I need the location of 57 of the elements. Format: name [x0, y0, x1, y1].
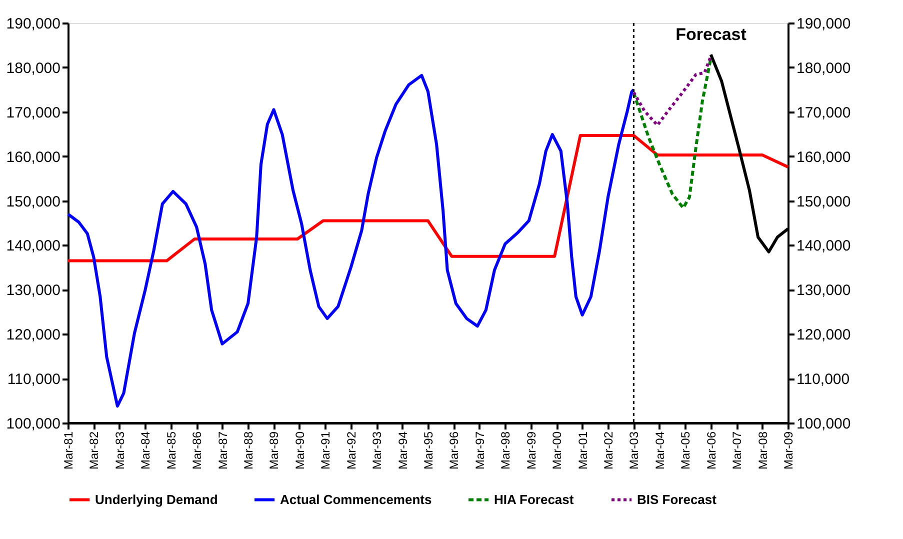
line-series — [66, 134, 790, 262]
x-tick-label: Mar-90 — [292, 431, 307, 470]
y-tick-label: 190,000 — [6, 16, 60, 32]
x-tick-label: Mar-81 — [62, 431, 76, 470]
y2-tick-label: 190,000 — [796, 16, 851, 32]
y2-tick-label: 150,000 — [796, 193, 851, 210]
x-tick-label: Mar-83 — [112, 431, 127, 470]
y-tick-label: 150,000 — [6, 193, 60, 210]
y2-tick-label: 140,000 — [796, 238, 851, 255]
x-tick-label: Mar-88 — [242, 431, 256, 470]
legend-label: HIA Forecast — [494, 492, 574, 507]
x-tick-label: Mar-99 — [524, 431, 538, 470]
legend-label: Actual Commencements — [280, 492, 432, 507]
y-tick-label: 100,000 — [6, 416, 60, 432]
x-tick-label: Mar-03 — [627, 431, 642, 470]
x-tick-label: Mar-06 — [704, 431, 718, 470]
x-tick-label: Mar-91 — [318, 431, 333, 470]
x-tick-label: Mar-09 — [782, 431, 796, 470]
x-tick-label: Mar-89 — [267, 431, 282, 470]
x-tick-label: Mar-94 — [396, 431, 410, 470]
annotation: Forecast — [676, 25, 747, 44]
x-tick-label: Mar-86 — [190, 431, 204, 470]
x-tick-label: Mar-84 — [138, 431, 153, 470]
y2-tick-label: 130,000 — [796, 282, 851, 300]
y2-tick-label: 100,000 — [796, 416, 851, 432]
x-tick-label: Mar-85 — [164, 431, 178, 470]
x-tick-label: Mar-82 — [87, 431, 102, 470]
x-tick-label: Mar-98 — [498, 431, 513, 470]
y-tick-label: 130,000 — [6, 282, 60, 300]
x-tick-label: Mar-08 — [756, 431, 770, 470]
x-tick-label: Mar-95 — [421, 431, 436, 470]
x-tick-label: Mar-02 — [601, 431, 616, 470]
y2-tick-label: 110,000 — [796, 371, 850, 388]
x-tick-label: Mar-92 — [344, 431, 358, 470]
x-tick-label: Mar-05 — [678, 431, 693, 470]
x-tick-label: Mar-01 — [576, 431, 590, 470]
x-tick-label: Mar-07 — [730, 431, 744, 470]
y-tick-label: 160,000 — [6, 148, 60, 166]
x-tick-label: Mar-04 — [652, 431, 667, 470]
y2-tick-label: 160,000 — [796, 148, 851, 166]
x-tick-label: Mar-87 — [216, 431, 230, 470]
y-tick-label: 120,000 — [6, 326, 60, 344]
y-tick-label: 180,000 — [6, 60, 60, 77]
x-tick-label: Mar-93 — [370, 431, 384, 470]
y-tick-label: 140,000 — [6, 238, 60, 255]
legend-label: Underlying Demand — [95, 492, 218, 507]
line-series — [632, 54, 712, 127]
y-tick-label: 110,000 — [7, 371, 60, 388]
x-tick-label: Mar-00 — [550, 431, 564, 470]
legend-label: BIS Forecast — [637, 492, 718, 507]
y2-tick-label: 120,000 — [796, 326, 851, 344]
y2-tick-label: 180,000 — [796, 60, 851, 77]
x-tick-label: Mar-97 — [472, 431, 487, 470]
x-tick-label: Mar-96 — [447, 431, 462, 470]
y-tick-label: 170,000 — [6, 104, 60, 122]
y2-tick-label: 170,000 — [796, 104, 851, 122]
line-series — [66, 74, 636, 408]
